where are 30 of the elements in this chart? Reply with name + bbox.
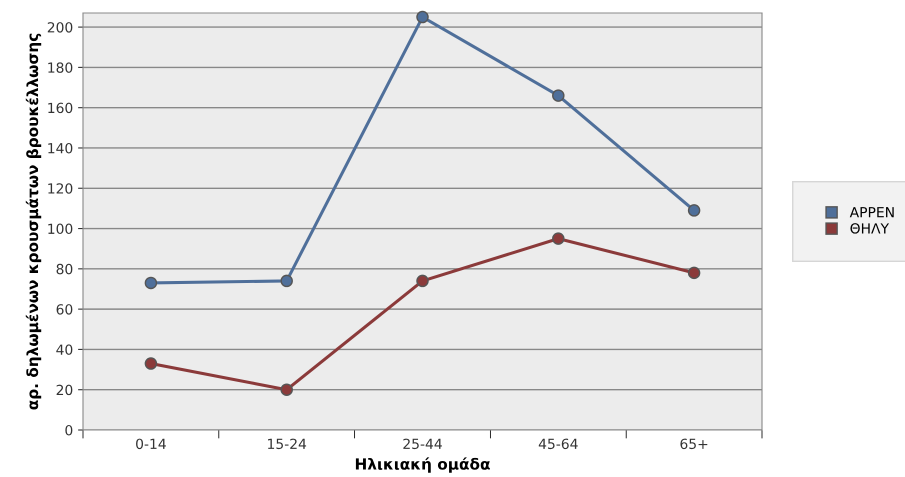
x-tick-label: 45-64	[538, 438, 578, 450]
x-tick-label: 15-24	[268, 438, 306, 450]
y-tick-label: 100	[48, 224, 72, 234]
legend-label: ΘΗΛΥ	[850, 223, 890, 234]
y-tick-label: 180	[48, 62, 72, 73]
point	[144, 357, 158, 370]
y-tick-label: 80	[56, 264, 72, 274]
x-tick-label: 25-44	[403, 438, 442, 450]
point	[552, 89, 565, 102]
y-tick-label: 120	[48, 183, 72, 194]
point	[280, 383, 293, 396]
point	[552, 232, 565, 245]
y-tick-label: 0	[65, 424, 72, 436]
x-tick-label: 65+	[680, 438, 708, 450]
x-tick-label: 0-14	[136, 438, 166, 450]
y-tick-label: 20	[56, 384, 72, 396]
y-tick-label: 40	[56, 344, 72, 355]
y-tick-label: 60	[56, 304, 72, 315]
y-tick-label: 160	[48, 102, 72, 114]
point	[416, 10, 429, 24]
point	[280, 274, 293, 288]
point	[144, 276, 158, 290]
y-tick-label: 140	[48, 142, 72, 154]
point	[688, 204, 700, 217]
y-axis-title: αρ. δηλωμένων κρουσμάτων βρουκέλλωσης	[26, 34, 42, 410]
x-axis-title: Ηλικιακή ομάδα	[356, 457, 490, 473]
point	[416, 274, 429, 288]
legend-label: ΑΡΡΕΝ	[850, 207, 894, 218]
y-tick-label: 200	[48, 22, 72, 33]
point	[688, 266, 700, 280]
